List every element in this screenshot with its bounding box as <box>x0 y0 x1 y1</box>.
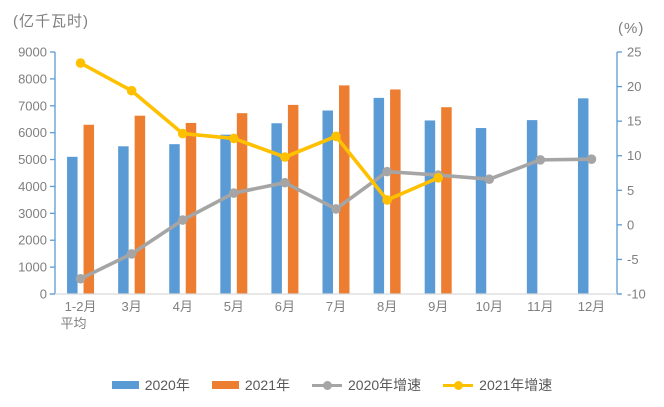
right-axis-tick-label: 10 <box>627 148 641 163</box>
bar-2020年-10月 <box>475 128 487 294</box>
left-axis-tick-label: 2000 <box>18 233 47 248</box>
bar-2021年-1-2月平均 <box>83 124 95 295</box>
right-axis-tick-label: 25 <box>627 45 641 60</box>
data-point-2021年增速 <box>331 131 341 142</box>
x-axis-label: 5月 <box>224 299 244 314</box>
data-point-2021年增速 <box>126 85 137 96</box>
x-axis-label: 3月 <box>122 299 142 314</box>
left-axis-tick-label: 5000 <box>18 152 47 167</box>
left-axis-tick-label: 7000 <box>18 98 47 113</box>
data-point-2020年增速 <box>280 177 290 188</box>
bar-2021年-3月 <box>134 115 146 295</box>
right-axis-tick-label: -10 <box>627 287 646 302</box>
x-axis-label: 11月 <box>527 299 554 314</box>
left-axis-tick-label: 3000 <box>18 206 47 221</box>
left-axis-tick-label: 8000 <box>18 71 47 86</box>
x-axis-label: 10月 <box>476 299 503 314</box>
right-axis-tick-label: 15 <box>627 114 641 129</box>
bar-2020年-8月 <box>373 97 385 295</box>
bar-2020年-1-2月平均 <box>67 156 78 294</box>
data-point-2021年增速 <box>229 133 239 144</box>
data-point-2020年增速 <box>535 155 546 165</box>
bar-2021年-7月 <box>339 85 350 295</box>
bar-2020年-7月 <box>322 110 333 294</box>
bar-2020年-6月 <box>271 123 282 294</box>
x-axis-label: 7月 <box>326 299 346 314</box>
left-axis-tick-label: 0 <box>40 287 47 302</box>
data-point-2021年增速 <box>177 128 188 139</box>
data-point-2020年增速 <box>75 273 86 284</box>
plot-area: 0 1000 2000 3000 4000 5000 6000 7000 8000 9000 -10… <box>18 45 646 332</box>
right-axis-tick-label: 0 <box>627 217 634 232</box>
bar-2020年-3月 <box>118 146 129 294</box>
legend-label: 2020年 <box>144 377 190 393</box>
bar-2020年-5月 <box>220 134 231 294</box>
x-axis-label: 6月 <box>275 299 295 314</box>
legend-line-swatch <box>443 380 474 390</box>
bar-2021年-5月 <box>236 113 248 294</box>
legend-item-2021年: 2021年 <box>211 375 290 395</box>
line-2020年增速 <box>79 157 592 281</box>
line-2021年增速 <box>79 61 439 202</box>
bar-2020年-9月 <box>424 120 436 295</box>
data-point-2021年增速 <box>433 173 443 183</box>
legend-bar-swatch <box>111 381 139 389</box>
right-axis-tick-label: 20 <box>627 79 641 94</box>
data-point-2020年增速 <box>126 249 137 259</box>
legend-label: 2020年增速 <box>348 377 422 393</box>
left-axis-tick-label: 6000 <box>18 125 47 140</box>
x-axis-label: 12月 <box>578 299 605 314</box>
data-point-2020年增速 <box>229 188 239 198</box>
bar-2021年-6月 <box>287 104 299 294</box>
bar-2021年-4月 <box>185 122 197 294</box>
legend-bar-swatch <box>211 381 239 389</box>
legend-label: 2021年增速 <box>479 377 553 393</box>
data-point-2021年增速 <box>280 152 290 162</box>
left-axis-tick-label: 4000 <box>18 179 47 194</box>
legend: 2020年 2021年 2020年增速 2021年增速 <box>0 372 664 398</box>
data-point-2020年增速 <box>177 215 188 225</box>
bar-2020年-12月 <box>577 98 589 294</box>
data-point-2020年增速 <box>586 154 597 164</box>
right-axis-tick-label: 5 <box>627 183 634 198</box>
left-axis-title: (亿千瓦时) <box>13 13 89 30</box>
bar-2021年-9月 <box>441 107 452 295</box>
bar-2020年-11月 <box>526 120 538 294</box>
legend-marker-dot <box>454 380 464 390</box>
right-axis-tick-label: -5 <box>627 252 639 267</box>
left-axis-tick-label: 1000 <box>18 260 47 275</box>
legend-line-swatch <box>312 380 342 390</box>
bar-2020年-4月 <box>169 144 180 294</box>
legend-marker-dot <box>323 380 332 390</box>
data-point-2020年增速 <box>382 166 392 177</box>
data-point-2021年增速 <box>75 58 86 68</box>
legend-item-2021年增速: 2021年增速 <box>443 375 552 395</box>
data-point-2020年增速 <box>331 204 341 214</box>
data-point-2021年增速 <box>382 195 392 205</box>
x-axis-label: 4月 <box>173 299 193 314</box>
x-axis-label: 1-2月平均 <box>61 299 97 331</box>
data-point-2020年增速 <box>484 174 495 185</box>
bar-2021年-8月 <box>390 89 401 294</box>
legend-label: 2021年 <box>244 377 290 393</box>
legend-item-2020年: 2020年 <box>111 375 190 395</box>
x-axis-label: 8月 <box>377 299 397 314</box>
legend-item-2020年增速: 2020年增速 <box>312 375 421 395</box>
x-axis-label: 9月 <box>428 299 448 314</box>
left-axis-tick-label: 9000 <box>18 45 47 60</box>
right-axis-title: (%) <box>618 20 645 37</box>
